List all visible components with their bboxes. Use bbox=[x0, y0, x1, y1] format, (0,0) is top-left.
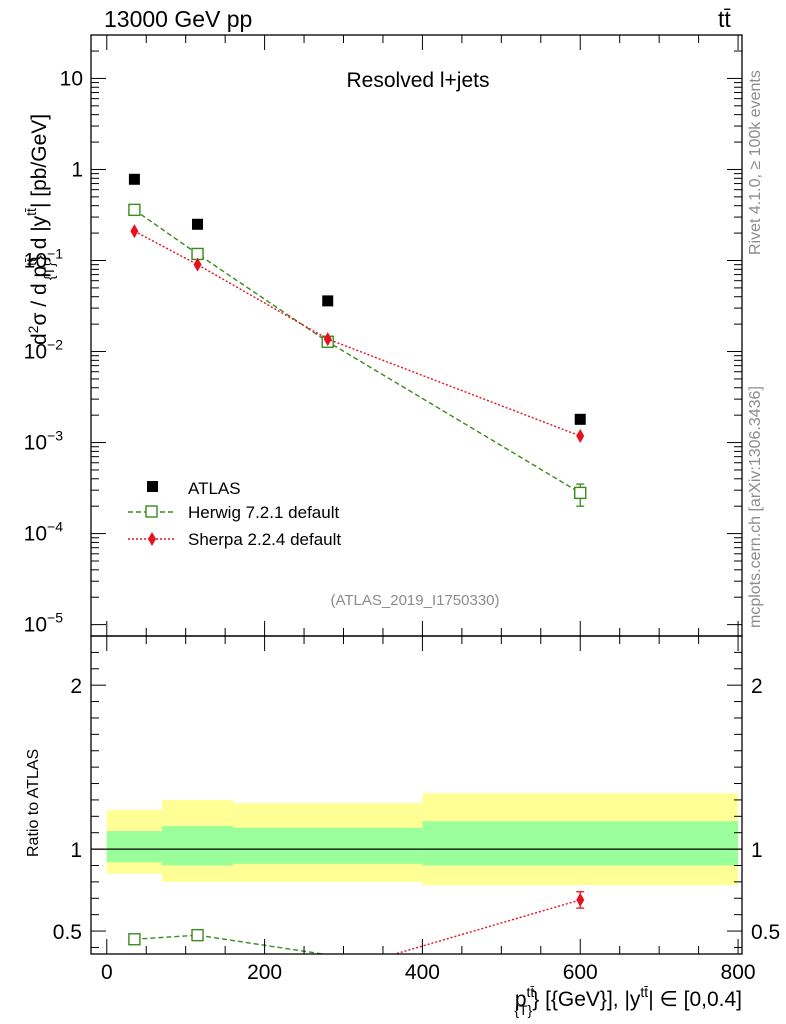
ratio-herwig-line bbox=[134, 934, 327, 954]
legend-atlas-marker bbox=[147, 481, 158, 492]
ratio-y-tick-label-right: 2 bbox=[751, 675, 763, 698]
ratio-sherpa-line bbox=[392, 899, 581, 954]
ratio-y-axis-label: Ratio to ATLAS bbox=[25, 749, 42, 857]
energy-label: 13000 GeV pp bbox=[104, 6, 252, 32]
main-y-tick-label: 10 bbox=[60, 67, 83, 90]
atlas-point bbox=[322, 295, 334, 307]
uncertainty-band-green bbox=[422, 821, 739, 866]
ratio-plot-frame bbox=[90, 635, 743, 955]
ratio-panel: 0.5 0.5 1 1 2 2 0 200 400 600 800 bbox=[53, 636, 780, 984]
sherpa-point bbox=[576, 429, 585, 444]
sherpa-point bbox=[323, 332, 332, 347]
main-y-tick-label: 10−1 bbox=[24, 245, 64, 272]
legend-atlas-label: ATLAS bbox=[188, 479, 241, 498]
main-y-tick-label: 10−2 bbox=[24, 337, 64, 364]
x-axis-label: ptt̄ {T}} [{GeV}], |ytt̄| ∈ [0,0.4] bbox=[514, 984, 742, 1018]
sherpa-point bbox=[193, 257, 202, 272]
uncertainty-band-green bbox=[106, 831, 163, 863]
x-tick-label: 600 bbox=[563, 961, 598, 984]
main-panel: 10 1 10−1 10−2 10−3 10−4 10−5 bbox=[24, 34, 742, 637]
ratio-sherpa-point bbox=[576, 892, 585, 907]
herwig-point bbox=[574, 486, 587, 500]
legend-herwig-label: Herwig 7.2.1 default bbox=[188, 503, 339, 522]
analysis-id: (ATLAS_2019_I1750330) bbox=[330, 592, 499, 609]
main-y-tick-label: 10−4 bbox=[24, 519, 64, 546]
sherpa-point bbox=[130, 224, 139, 239]
ratio-herwig-point bbox=[191, 928, 204, 942]
herwig-point bbox=[128, 203, 141, 217]
x-tick-label: 0 bbox=[101, 961, 113, 984]
ratio-content bbox=[91, 793, 742, 954]
x-tick-label: 800 bbox=[721, 961, 756, 984]
series-line-herwig bbox=[133, 209, 581, 494]
mcplots-watermark: mcplots.cern.ch [arXiv:1306.3436] bbox=[747, 386, 764, 628]
legend-sherpa-marker bbox=[148, 532, 156, 546]
legend: ATLAS Herwig 7.2.1 default Sherpa 2.2.4 … bbox=[128, 479, 341, 549]
x-tick-label: 400 bbox=[405, 961, 440, 984]
uncertainty-band-green bbox=[162, 826, 234, 866]
x-tick-label: 200 bbox=[247, 961, 282, 984]
atlas-point bbox=[192, 218, 204, 230]
process-label: tt̄ bbox=[718, 6, 731, 32]
ratio-y-tick-label: 1 bbox=[70, 839, 82, 862]
main-y-axis-label: d2σ / d ptt̄{T}} d |ytt̄| [pb/GeV] bbox=[23, 114, 57, 345]
atlas-point bbox=[128, 173, 140, 185]
legend-herwig-marker bbox=[145, 505, 158, 518]
legend-sherpa-label: Sherpa 2.2.4 default bbox=[188, 530, 341, 549]
main-y-tick-label: 10−3 bbox=[24, 428, 64, 455]
plot-title: Resolved l+jets bbox=[347, 69, 490, 92]
uncertainty-band-green bbox=[233, 827, 423, 864]
main-y-tick-label: 10−5 bbox=[24, 610, 64, 637]
rivet-watermark: Rivet 4.1.0, ≥ 100k events bbox=[747, 70, 764, 255]
ratio-herwig-point bbox=[128, 933, 141, 946]
ratio-y-tick-label: 2 bbox=[70, 675, 82, 698]
atlas-point bbox=[574, 413, 586, 425]
ratio-y-tick-label-right: 0.5 bbox=[751, 921, 780, 944]
ratio-y-tick-label: 0.5 bbox=[53, 921, 82, 944]
main-y-tick-label: 1 bbox=[71, 158, 83, 181]
series-line-sherpa bbox=[134, 230, 581, 437]
ratio-y-tick-label-right: 1 bbox=[751, 839, 763, 862]
